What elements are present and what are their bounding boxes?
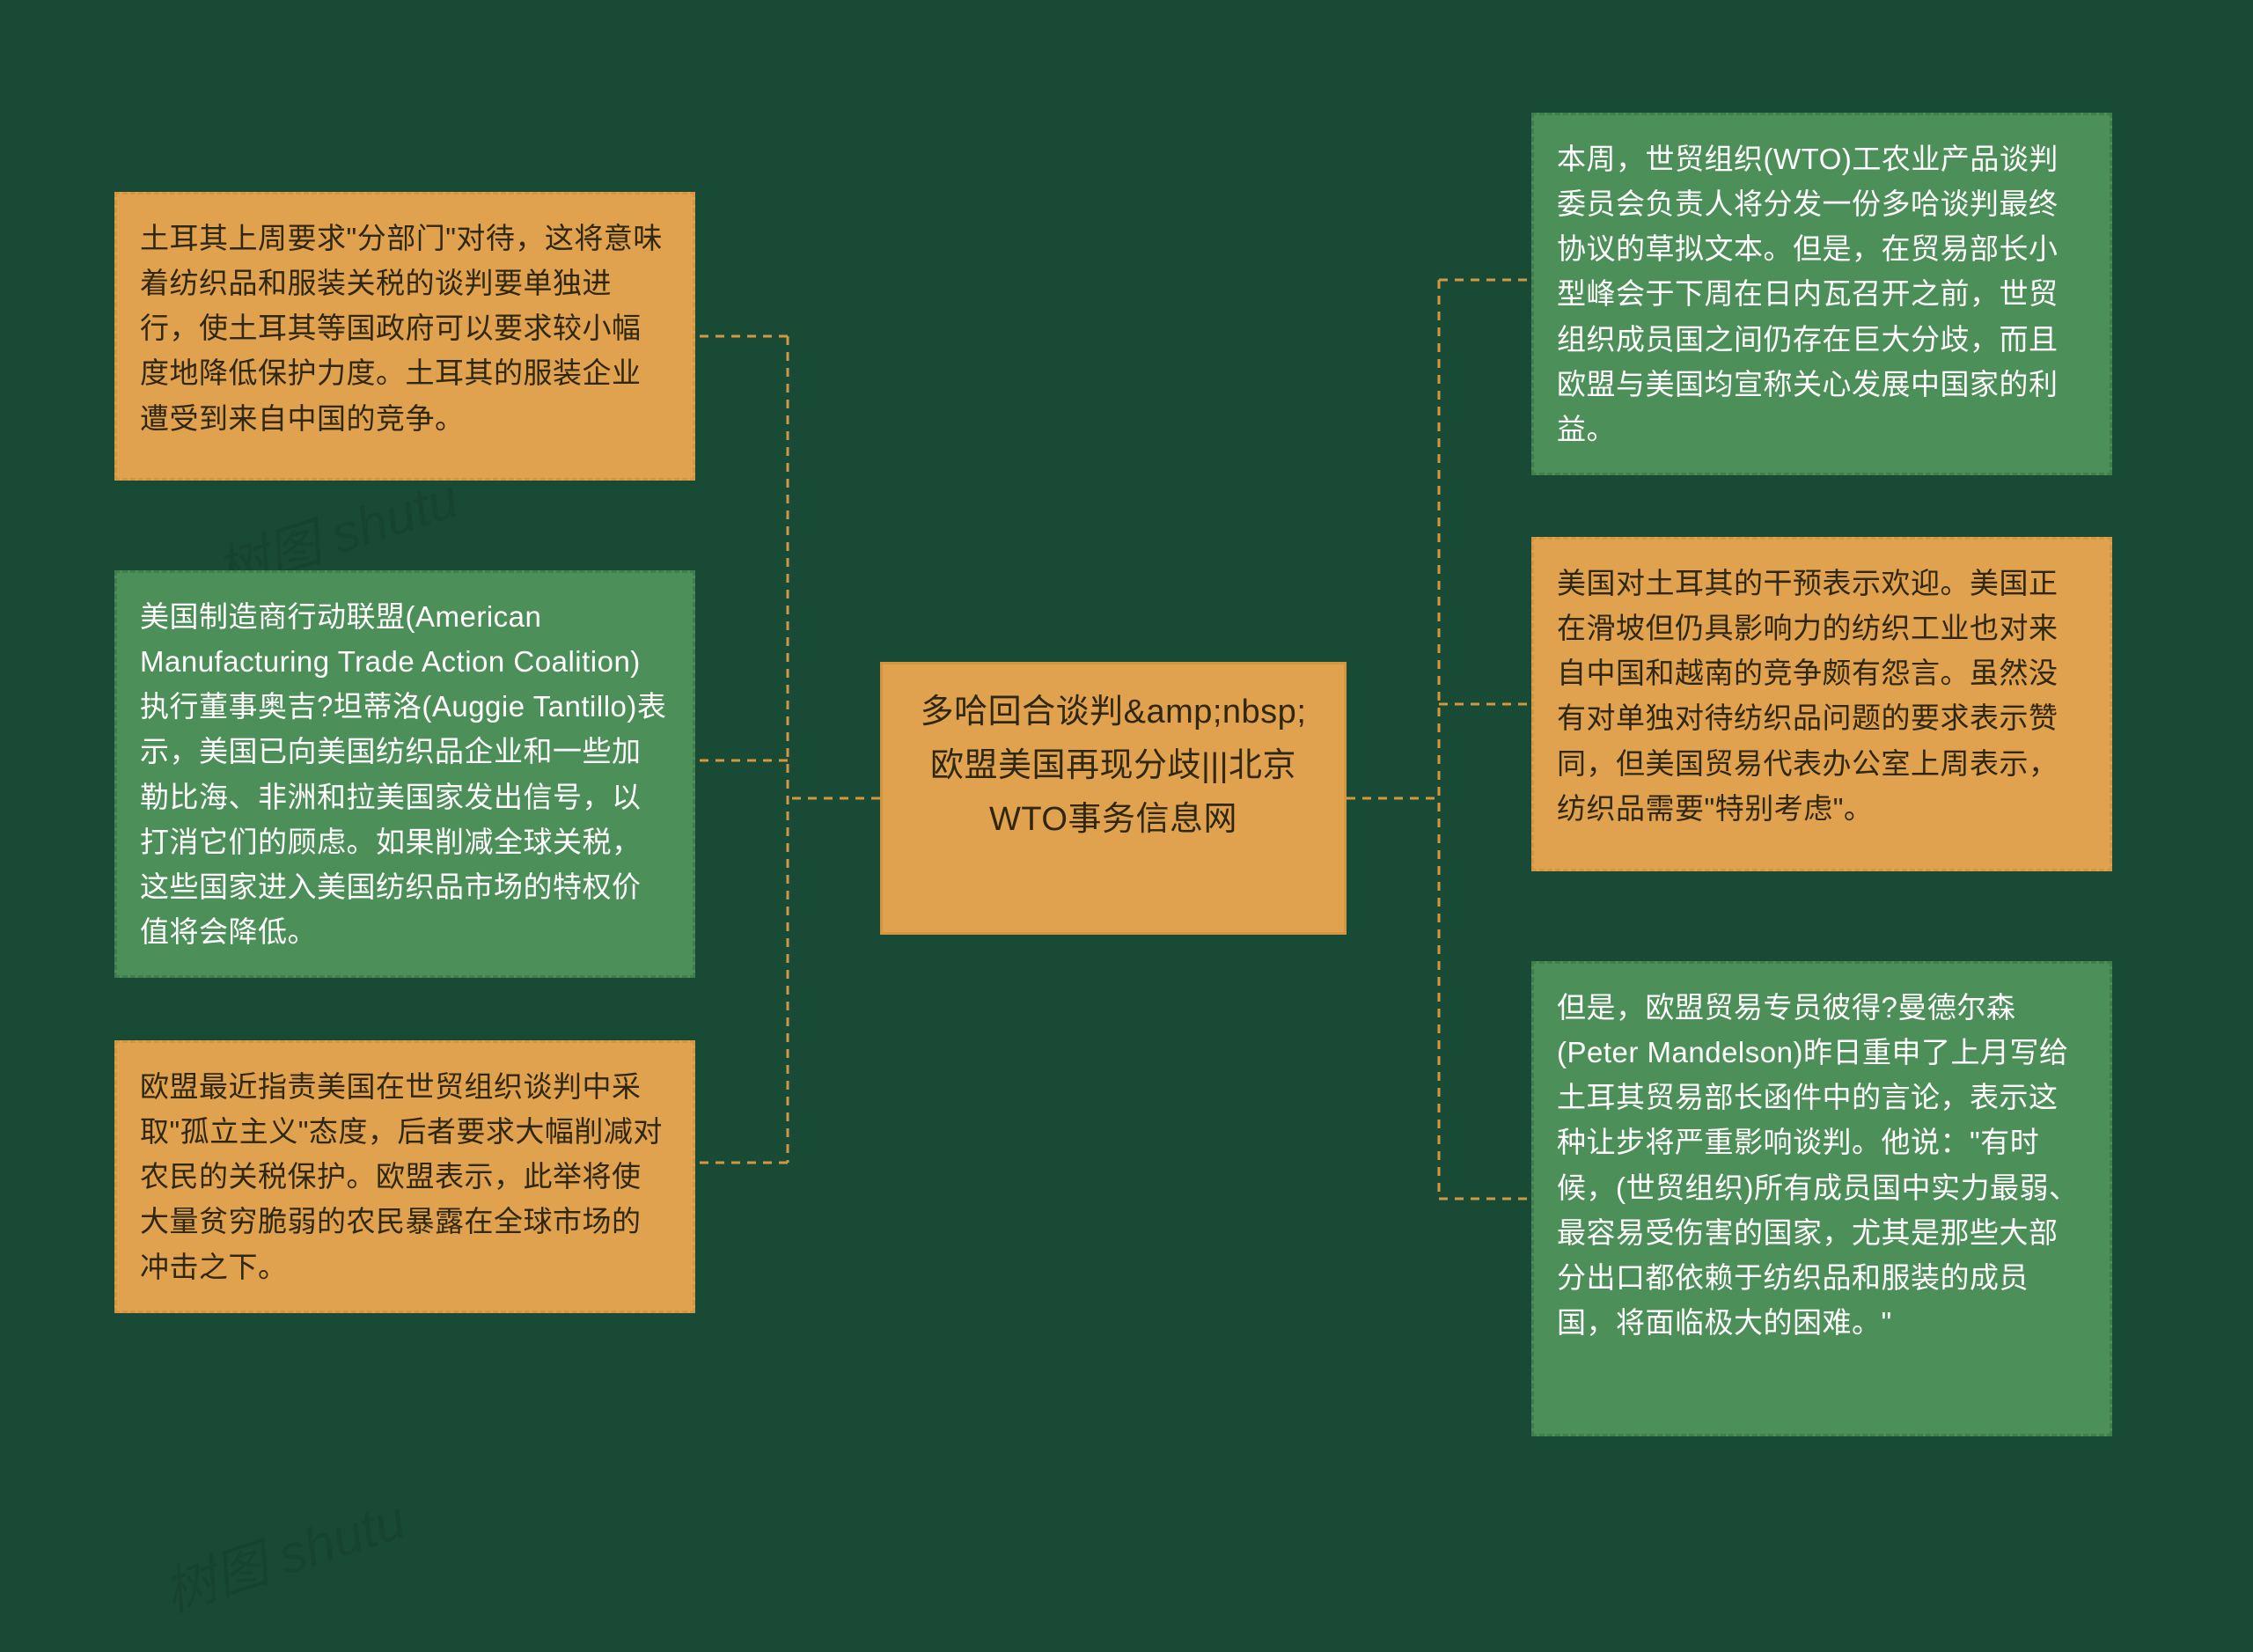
center-node: 多哈回合谈判&amp;nbsp;欧盟美国再现分歧|||北京WTO事务信息网 <box>880 662 1347 935</box>
left-node-1: 土耳其上周要求"分部门"对待，这将意味着纺织品和服装关税的谈判要单独进行，使土耳… <box>114 192 695 481</box>
right-node-2: 美国对土耳其的干预表示欢迎。美国正在滑坡但仍具影响力的纺织工业也对来自中国和越南… <box>1531 537 2112 871</box>
right-node-1: 本周，世贸组织(WTO)工农业产品谈判委员会负责人将分发一份多哈谈判最终协议的草… <box>1531 113 2112 475</box>
right-node-3: 但是，欧盟贸易专员彼得?曼德尔森(Peter Mandelson)昨日重申了上月… <box>1531 961 2112 1436</box>
left-node-3: 欧盟最近指责美国在世贸组织谈判中采取"孤立主义"态度，后者要求大幅削减对农民的关… <box>114 1040 695 1313</box>
watermark: 树图 shutu <box>152 1477 413 1626</box>
left-node-2: 美国制造商行动联盟(American Manufacturing Trade A… <box>114 570 695 978</box>
